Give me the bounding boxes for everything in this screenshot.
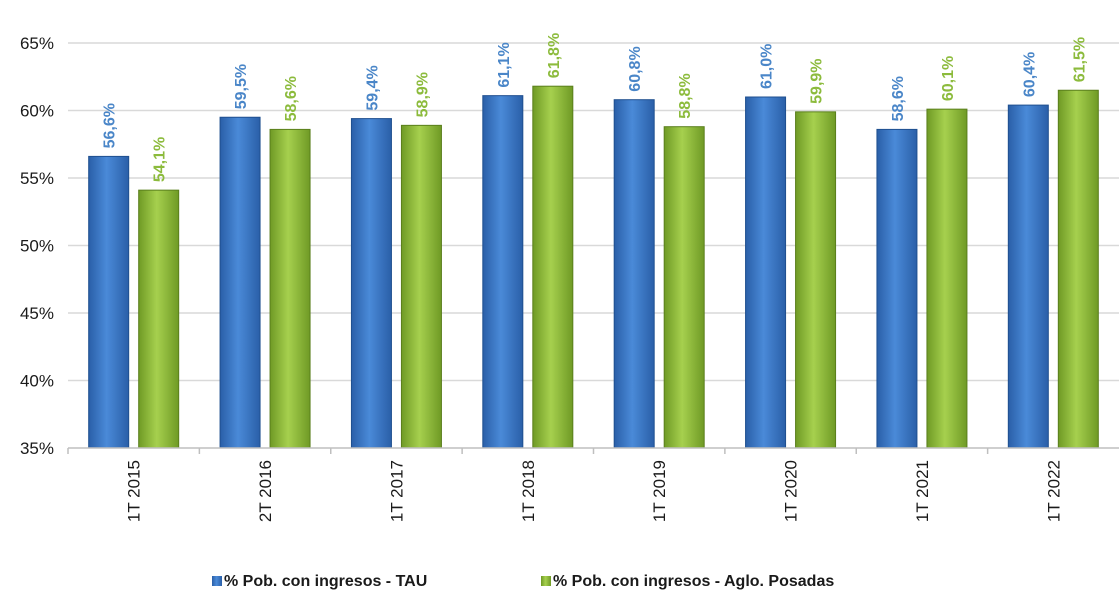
data-labels: 56,6% 54,1% 59,5% 58,6% 59,4% 58,9% 61,1% 61,8%… bbox=[102, 33, 1089, 182]
legend: % Pob. con ingresos - TAU % Pob. con ingr… bbox=[212, 573, 834, 590]
bar-tau bbox=[876, 128, 918, 449]
data-label: 58,8% bbox=[677, 73, 694, 118]
data-label: 61,0% bbox=[759, 44, 776, 89]
data-label: 61,5% bbox=[1071, 37, 1088, 82]
y-tick-label: 50% bbox=[20, 237, 54, 256]
bar-tau bbox=[482, 95, 524, 449]
x-tick-label: 1T 2015 bbox=[125, 460, 144, 522]
bar-posadas bbox=[532, 85, 574, 449]
data-label: 60,1% bbox=[940, 56, 957, 101]
x-tick-label: 1T 2020 bbox=[782, 460, 801, 522]
data-label: 58,9% bbox=[414, 72, 431, 117]
x-tick-label: 2T 2016 bbox=[256, 460, 275, 522]
bar-tau bbox=[88, 155, 130, 449]
data-label: 58,6% bbox=[283, 76, 300, 121]
legend-swatch-posadas bbox=[541, 576, 551, 586]
bar-posadas bbox=[663, 126, 705, 449]
data-label: 56,6% bbox=[102, 103, 119, 148]
data-label: 59,5% bbox=[233, 64, 250, 109]
bar-posadas bbox=[1057, 89, 1099, 449]
x-tick-label: 1T 2018 bbox=[519, 460, 538, 522]
data-label: 61,8% bbox=[546, 33, 563, 78]
bars bbox=[88, 85, 1099, 449]
data-label: 61,1% bbox=[496, 42, 513, 87]
x-tick-label: 1T 2022 bbox=[1044, 460, 1063, 522]
y-tick-label: 40% bbox=[20, 372, 54, 391]
bar-tau bbox=[219, 116, 261, 449]
y-tick-label: 65% bbox=[20, 34, 54, 53]
y-tick-label: 35% bbox=[20, 439, 54, 458]
x-tick-label: 1T 2017 bbox=[387, 460, 406, 522]
y-tick-label: 45% bbox=[20, 304, 54, 323]
bar-posadas bbox=[269, 128, 311, 449]
bar-tau bbox=[613, 99, 655, 449]
bar-posadas bbox=[400, 124, 442, 449]
bar-posadas bbox=[795, 111, 837, 449]
bar-tau bbox=[1007, 104, 1049, 449]
bar-posadas bbox=[138, 189, 180, 449]
y-tick-label: 60% bbox=[20, 102, 54, 121]
bar-posadas bbox=[926, 108, 968, 449]
data-label: 54,1% bbox=[152, 137, 169, 182]
x-tick-label: 1T 2019 bbox=[650, 460, 669, 522]
legend-label-posadas: % Pob. con ingresos - Aglo. Posadas bbox=[553, 573, 834, 590]
data-label: 60,4% bbox=[1021, 52, 1038, 97]
legend-label-tau: % Pob. con ingresos - TAU bbox=[224, 573, 427, 590]
bar-tau bbox=[745, 96, 787, 449]
y-axis: 35% 40% 45% 50% 55% 60% 65% bbox=[20, 34, 54, 458]
data-label: 59,4% bbox=[364, 65, 381, 110]
legend-swatch-tau bbox=[212, 576, 222, 586]
data-label: 60,8% bbox=[627, 46, 644, 91]
data-label: 59,9% bbox=[809, 58, 826, 103]
x-tick-label: 1T 2021 bbox=[913, 460, 932, 522]
y-tick-label: 55% bbox=[20, 169, 54, 188]
bar-tau bbox=[350, 118, 392, 449]
x-axis: 1T 2015 2T 2016 1T 2017 1T 2018 1T 2019 1T 20… bbox=[67, 447, 1119, 522]
data-label: 58,6% bbox=[890, 76, 907, 121]
